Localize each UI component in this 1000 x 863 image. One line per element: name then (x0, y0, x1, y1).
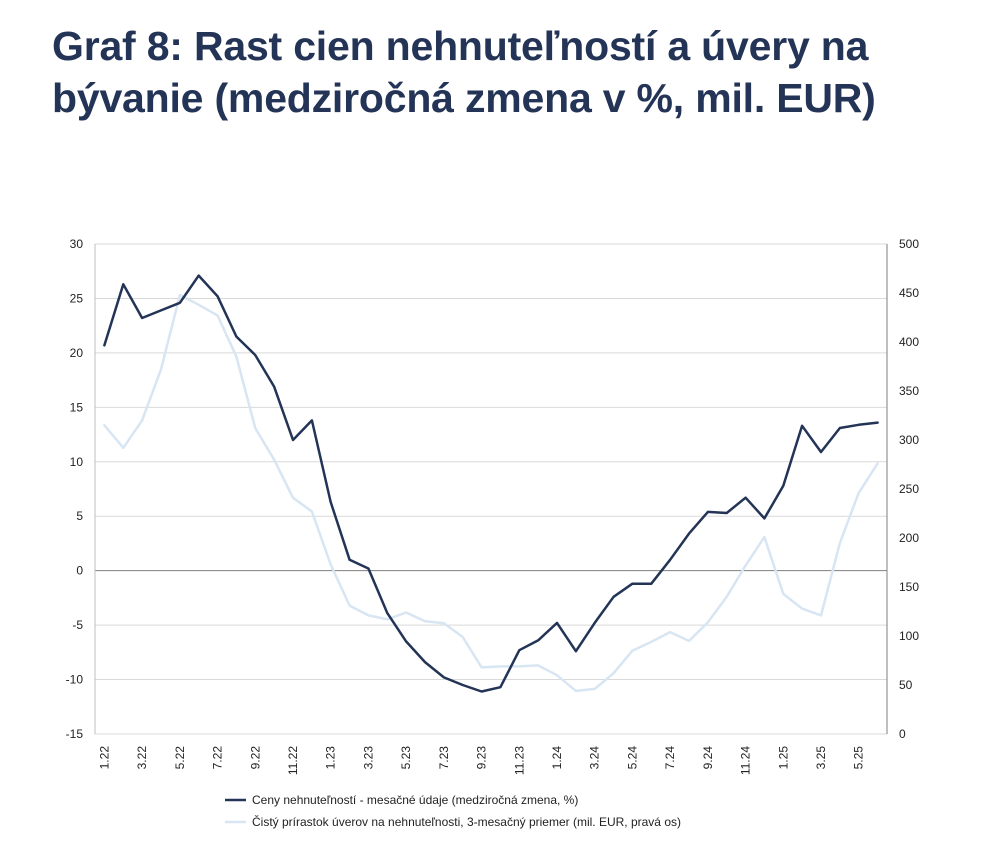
y-right-tick-label: 300 (899, 433, 919, 447)
y-right-tick-label: 450 (899, 286, 919, 300)
y-left-tick-label: 0 (76, 564, 83, 578)
series-line-1 (103, 274, 879, 693)
x-tick-label: 5.22 (173, 746, 187, 770)
x-tick-label: 5.23 (399, 746, 413, 770)
x-tick-label: 5.24 (625, 746, 639, 770)
x-tick-label: 7.24 (663, 746, 677, 770)
y-left-tick-label: -15 (66, 727, 84, 741)
x-tick-label: 3.23 (361, 746, 375, 770)
grid-lines (95, 243, 887, 735)
x-tick-labels: 1.22 3.22 5.22 7.22 9.22 11.22 1.23 3.23 5.23 7.2… (97, 746, 865, 775)
y-right-tick-label: 200 (899, 531, 919, 545)
x-tick-label: 9.22 (248, 746, 262, 770)
y-right-tick-label: 250 (899, 482, 919, 496)
y-left-tick-label: 15 (70, 400, 84, 414)
x-tick-label: 1.25 (776, 746, 790, 770)
y-left-tick-labels: -15 -10 -5 0 5 10 15 20 25 30 (66, 237, 84, 741)
x-tick-label: 5.25 (852, 746, 866, 770)
y-right-tick-label: 100 (899, 629, 919, 643)
x-tick-label: 3.25 (814, 746, 828, 770)
x-tick-label: 1.24 (550, 746, 564, 770)
legend-label-1: Ceny nehnuteľností - mesačné údaje (medz… (252, 793, 578, 807)
y-left-tick-label: 10 (70, 455, 84, 469)
y-left-tick-label: 20 (70, 346, 84, 360)
x-tick-label: 9.23 (475, 746, 489, 770)
y-right-tick-label: 400 (899, 335, 919, 349)
y-left-tick-label: 30 (70, 237, 84, 251)
y-left-tick-label: -10 (66, 673, 84, 687)
y-right-tick-label: 500 (899, 237, 919, 251)
series-lines (103, 274, 879, 693)
chart-title: Graf 8: Rast cien nehnuteľností a úvery … (52, 23, 876, 121)
x-tick-label: 9.24 (701, 746, 715, 770)
x-tick-label: 3.24 (588, 746, 602, 770)
x-tick-label: 11.24 (739, 746, 753, 775)
y-left-tick-label: 25 (70, 291, 84, 305)
x-tick-label: 1.23 (324, 746, 338, 770)
x-tick-label: 7.23 (437, 746, 451, 770)
y-left-tick-label: 5 (76, 509, 83, 523)
y-right-tick-label: 0 (899, 727, 906, 741)
legend: Ceny nehnuteľností - mesačné údaje (medz… (225, 793, 681, 829)
series-line-2 (103, 293, 879, 693)
y-right-tick-label: 50 (899, 678, 913, 692)
y-right-tick-labels: 0 50 100 150 200 250 300 350 400 450 500 (899, 237, 919, 741)
axes (94, 244, 888, 734)
x-tick-label: 3.22 (135, 746, 149, 770)
x-tick-label: 1.22 (97, 746, 111, 770)
y-left-tick-label: -5 (72, 618, 83, 632)
x-tick-label: 7.22 (211, 746, 225, 770)
x-tick-label: 11.22 (286, 746, 300, 775)
y-right-tick-label: 350 (899, 384, 919, 398)
x-tick-label: 11.23 (512, 746, 526, 775)
legend-label-2: Čistý prírastok úverov na nehnuteľnosti,… (252, 814, 681, 829)
y-right-tick-label: 150 (899, 580, 919, 594)
